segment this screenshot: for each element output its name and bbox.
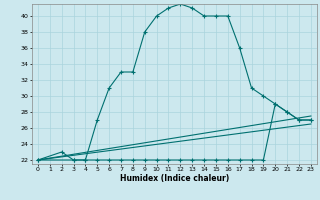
X-axis label: Humidex (Indice chaleur): Humidex (Indice chaleur) [120, 174, 229, 183]
